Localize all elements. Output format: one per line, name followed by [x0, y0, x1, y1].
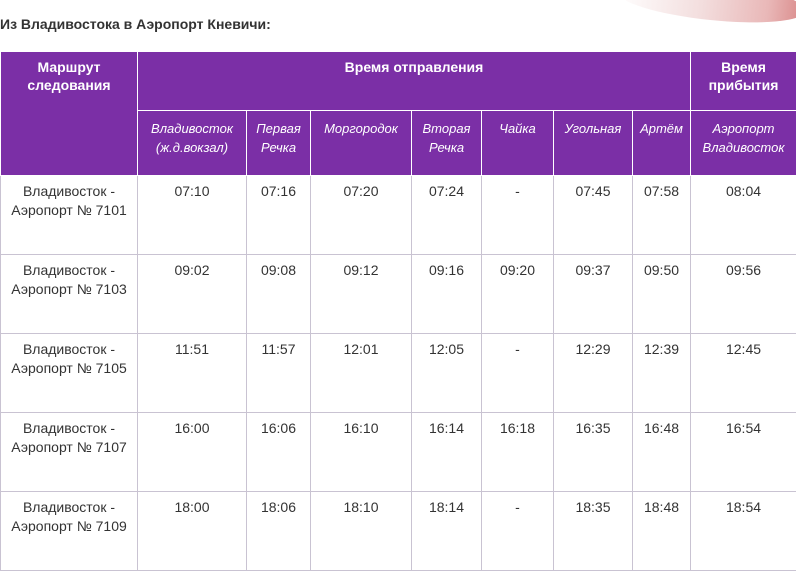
time-cell: 07:45 [554, 176, 633, 255]
time-cell: 09:37 [554, 255, 633, 334]
time-cell: 08:04 [691, 176, 796, 255]
time-cell: 18:00 [138, 492, 247, 571]
time-cell: 16:14 [412, 413, 482, 492]
time-cell: 18:54 [691, 492, 796, 571]
stop-header: Первая Речка [247, 111, 311, 176]
time-cell: 07:16 [247, 176, 311, 255]
time-cell: 09:20 [482, 255, 554, 334]
time-cell: 18:10 [311, 492, 412, 571]
time-cell: 07:20 [311, 176, 412, 255]
route-header: Маршрут следования [1, 52, 138, 176]
time-cell: 12:01 [311, 334, 412, 413]
time-cell: 11:51 [138, 334, 247, 413]
stop-header: Угольная [554, 111, 633, 176]
stop-header: Владивосток (ж.д.вокзал) [138, 111, 247, 176]
route-cell: Владивосток - Аэропорт № 7105 [1, 334, 138, 413]
time-cell: 09:50 [633, 255, 691, 334]
time-cell: 18:48 [633, 492, 691, 571]
time-cell: 09:12 [311, 255, 412, 334]
route-cell: Владивосток - Аэропорт № 7107 [1, 413, 138, 492]
route-cell: Владивосток - Аэропорт № 7109 [1, 492, 138, 571]
table-row: Владивосток - Аэропорт № 7109 18:00 18:0… [1, 492, 796, 571]
time-cell: 16:10 [311, 413, 412, 492]
time-cell: 07:24 [412, 176, 482, 255]
decorative-swoosh [626, 0, 796, 30]
arrival-header: Время прибытия [691, 52, 796, 111]
time-cell: 18:35 [554, 492, 633, 571]
time-cell: - [482, 334, 554, 413]
time-cell: 11:57 [247, 334, 311, 413]
time-cell: 12:39 [633, 334, 691, 413]
time-cell: 18:14 [412, 492, 482, 571]
time-cell: 16:54 [691, 413, 796, 492]
time-cell: 16:48 [633, 413, 691, 492]
time-cell: 07:10 [138, 176, 247, 255]
time-cell: 16:06 [247, 413, 311, 492]
time-cell: 16:35 [554, 413, 633, 492]
route-cell: Владивосток - Аэропорт № 7103 [1, 255, 138, 334]
header-decoration [626, 0, 796, 30]
time-cell: 12:29 [554, 334, 633, 413]
stop-header: Артём [633, 111, 691, 176]
header-row-main: Маршрут следования Время отправления Вре… [1, 52, 796, 111]
stop-header: Моргородок [311, 111, 412, 176]
table-row: Владивосток - Аэропорт № 7101 07:10 07:1… [1, 176, 796, 255]
schedule-table: Маршрут следования Время отправления Вре… [0, 51, 796, 571]
stop-header: Вторая Речка [412, 111, 482, 176]
time-cell: 09:02 [138, 255, 247, 334]
time-cell: 09:56 [691, 255, 796, 334]
time-cell: 07:58 [633, 176, 691, 255]
table-row: Владивосток - Аэропорт № 7103 09:02 09:0… [1, 255, 796, 334]
time-cell: - [482, 492, 554, 571]
stop-header: Чайка [482, 111, 554, 176]
time-cell: 12:05 [412, 334, 482, 413]
route-cell: Владивосток - Аэропорт № 7101 [1, 176, 138, 255]
departure-header: Время отправления [138, 52, 691, 111]
time-cell: 12:45 [691, 334, 796, 413]
time-cell: - [482, 176, 554, 255]
table-row: Владивосток - Аэропорт № 7107 16:00 16:0… [1, 413, 796, 492]
time-cell: 18:06 [247, 492, 311, 571]
time-cell: 16:00 [138, 413, 247, 492]
page-heading: Из Владивостока в Аэропорт Кневичи: [0, 16, 271, 32]
table-row: Владивосток - Аэропорт № 7105 11:51 11:5… [1, 334, 796, 413]
time-cell: 09:16 [412, 255, 482, 334]
time-cell: 09:08 [247, 255, 311, 334]
time-cell: 16:18 [482, 413, 554, 492]
stop-header: Аэропорт Владивосток [691, 111, 796, 176]
